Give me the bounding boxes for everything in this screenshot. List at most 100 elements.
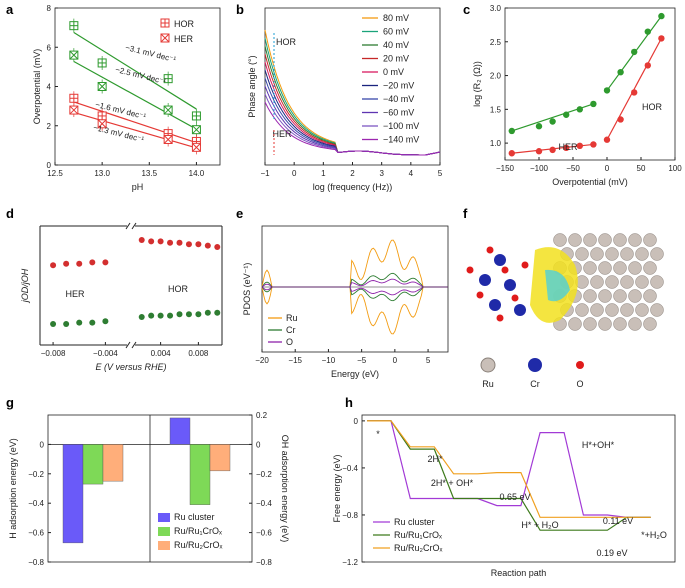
legend-cr-atom bbox=[528, 358, 542, 372]
data-point-boxx bbox=[69, 50, 79, 60]
bar bbox=[169, 417, 191, 445]
data-point bbox=[176, 239, 183, 246]
slope-annotation: −1.3 mV dec⁻¹ bbox=[92, 123, 145, 144]
legend-label: 40 mV bbox=[383, 40, 409, 50]
data-point bbox=[214, 309, 221, 316]
data-point bbox=[195, 311, 202, 318]
ru-atom bbox=[620, 247, 634, 261]
x-axis-label: Energy (eV) bbox=[331, 369, 379, 379]
legend-label: Ru/Ru₁CrOₓ bbox=[394, 530, 442, 540]
y-axis-label: log (R₂ (Ω)) bbox=[472, 61, 482, 107]
x-tick-label: 3 bbox=[379, 169, 384, 178]
y-tick-label: 0 bbox=[40, 440, 45, 449]
y2-tick-label: 0 bbox=[256, 440, 261, 449]
step-annotation: 0.11 eV bbox=[603, 516, 633, 526]
panel-letter-e: e bbox=[236, 206, 243, 221]
x-tick-label: 0.004 bbox=[151, 349, 172, 358]
data-point bbox=[658, 35, 665, 42]
legend-label: 80 mV bbox=[383, 13, 409, 23]
data-point bbox=[157, 238, 164, 245]
data-point-boxplus bbox=[69, 21, 79, 31]
data-point bbox=[195, 241, 202, 248]
data-point-boxplus bbox=[97, 58, 107, 68]
step-annotation: 2H* bbox=[427, 454, 443, 464]
data-point bbox=[508, 127, 515, 135]
marker-stroke bbox=[97, 119, 107, 129]
data-point-boxplus bbox=[163, 74, 173, 84]
panel-c: −150 −100 −50 0 50 100 1.0 1.5 2.0 2.5 3.0 Overpote… bbox=[472, 4, 682, 187]
ru-atom bbox=[575, 247, 589, 261]
legend-label: −40 mV bbox=[383, 94, 414, 104]
x-axis-label: log (frequency (Hz)) bbox=[313, 182, 393, 192]
y2-axis-label: OH adsorption energy (eV) bbox=[280, 435, 290, 543]
ru-atom bbox=[568, 233, 582, 247]
panel-f: Ru Cr O bbox=[466, 233, 664, 389]
x-tick-label: 12.5 bbox=[47, 169, 63, 178]
o-atom bbox=[496, 314, 504, 322]
data-point-boxx bbox=[97, 82, 107, 91]
data-point bbox=[644, 62, 651, 69]
o-atom bbox=[501, 266, 509, 274]
x-tick-label: 2 bbox=[350, 169, 355, 178]
y-tick-label: 1.5 bbox=[490, 105, 502, 114]
legend-label: 0 mV bbox=[383, 67, 404, 77]
data-point bbox=[631, 89, 638, 96]
step-annotation: H*+OH* bbox=[582, 440, 615, 450]
y-tick-label: −0.4 bbox=[28, 499, 44, 508]
ru-atom bbox=[575, 303, 589, 317]
x-axis-label: Overpotential (mV) bbox=[552, 177, 628, 187]
marker-stroke bbox=[97, 82, 107, 91]
fit-line bbox=[73, 32, 197, 110]
y-axis-label: Phase angle (°) bbox=[247, 55, 257, 117]
y-tick-label: 4 bbox=[47, 83, 52, 92]
data-point-boxplus bbox=[69, 93, 79, 103]
data-point bbox=[157, 312, 164, 319]
data-point bbox=[631, 48, 638, 56]
data-point bbox=[167, 312, 174, 319]
x-tick-label: 13.0 bbox=[94, 169, 110, 178]
ru-atom bbox=[553, 233, 567, 247]
o-atom bbox=[511, 294, 519, 302]
ru-atom bbox=[590, 247, 604, 261]
panel-h-frame bbox=[361, 414, 676, 563]
y-tick-label: −0.2 bbox=[28, 470, 44, 479]
panel-letter-a: a bbox=[6, 2, 14, 17]
slope-annotation: −3.1 mV dec⁻¹ bbox=[124, 43, 177, 64]
axis-break bbox=[127, 222, 135, 230]
x-tick-label: 0 bbox=[393, 356, 398, 365]
y-tick-label: −0.8 bbox=[28, 558, 44, 567]
ru-atom bbox=[598, 233, 612, 247]
legend-label: −140 mV bbox=[383, 135, 419, 145]
x-tick-label: 5 bbox=[438, 169, 443, 178]
x-tick-label: −0.008 bbox=[41, 349, 66, 358]
x-tick-label: −100 bbox=[530, 164, 549, 173]
cr-atom bbox=[479, 274, 491, 286]
ru-atom bbox=[643, 261, 657, 275]
ru-atom bbox=[613, 289, 627, 303]
legend-o-atom bbox=[576, 361, 584, 369]
legend-label: O bbox=[286, 337, 293, 347]
step-annotation: 2H* + OH* bbox=[431, 478, 474, 488]
legend-label: Ru/Ru₁CrOₓ bbox=[174, 526, 222, 536]
x-tick-label: 5 bbox=[426, 356, 431, 365]
legend-label: HER bbox=[174, 34, 194, 44]
ru-atom bbox=[598, 317, 612, 331]
panel-h: 0 −0.4 −0.8 −1.2 Reaction path Free energy (e… bbox=[332, 414, 676, 578]
legend-label: Ru/Ru₂CrOₓ bbox=[394, 543, 443, 553]
y-tick-label: 2 bbox=[47, 122, 52, 131]
y-tick-label: −0.8 bbox=[342, 511, 358, 520]
y-tick-label: −1.2 bbox=[342, 558, 358, 567]
charge-density-cyan bbox=[545, 269, 570, 302]
annotation-hor: HOR bbox=[642, 102, 663, 112]
data-point bbox=[549, 146, 556, 154]
ru-atom bbox=[598, 289, 612, 303]
energy-path bbox=[367, 420, 651, 531]
data-point bbox=[617, 68, 624, 76]
ru-atom bbox=[598, 261, 612, 275]
y-axis-label: Free energy (eV) bbox=[332, 454, 342, 522]
data-point-boxx bbox=[191, 142, 201, 152]
o-atom bbox=[521, 261, 529, 269]
o-atom bbox=[476, 291, 484, 299]
data-point-boxx bbox=[97, 119, 107, 129]
legend-label: Ru cluster bbox=[394, 517, 435, 527]
